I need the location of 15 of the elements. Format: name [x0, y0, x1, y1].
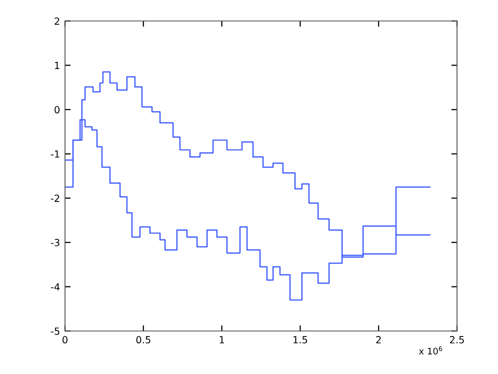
x-tick-label: 2: [376, 336, 381, 344]
x-tick-label: 0.5: [136, 336, 150, 344]
x-tick-label: 2.5: [450, 336, 464, 344]
y-tick-label: -3: [50, 238, 60, 246]
y-tick-label: -5: [50, 328, 60, 335]
y-tick-label: 2: [54, 17, 60, 25]
y-tick-label: 1: [55, 62, 60, 69]
y-tick-label: -2: [50, 194, 60, 202]
y-tick-label: -4: [50, 283, 60, 290]
x-tick-label: 1: [220, 336, 224, 344]
x-tick-label: 1.5: [294, 336, 308, 344]
x-tick-label: 0: [62, 336, 68, 344]
y-tick-label: -1: [50, 150, 60, 158]
text: x 10$^{6}$: [418, 346, 442, 355]
y-tick-label: 0: [54, 106, 60, 114]
